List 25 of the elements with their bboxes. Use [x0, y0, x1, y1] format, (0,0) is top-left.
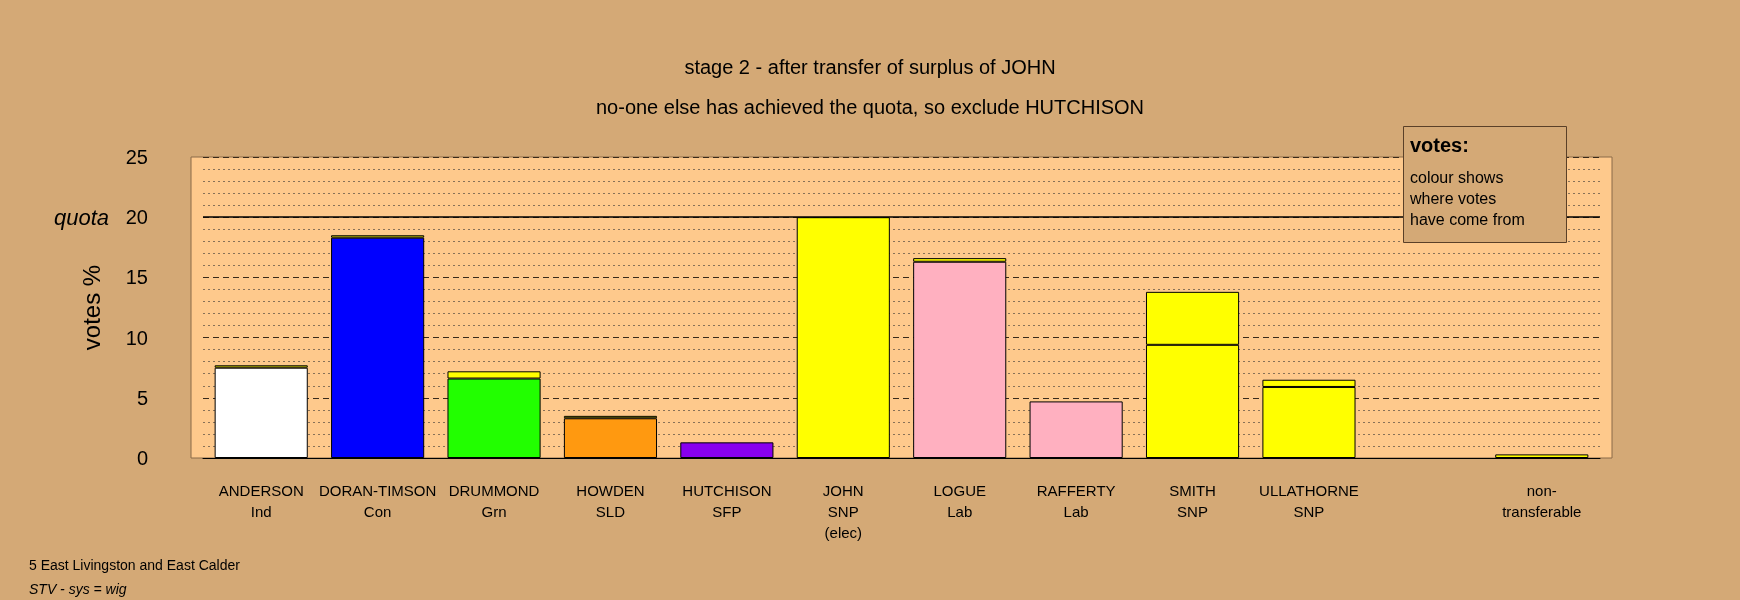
x-tick-label: RAFFERTY Lab — [1036, 482, 1116, 520]
x-tick-label: JOHN SNP (elec) — [822, 482, 864, 541]
x-tick-label: ANDERSON Ind — [218, 482, 304, 520]
x-tick-label: LOGUE Lab — [933, 482, 986, 520]
text: 5 East Livingston and East Calder — [29, 557, 241, 573]
chart-title: stage 2 - after transfer of surplus of JOHN — [684, 56, 1056, 78]
x-tick-label: non- transferable — [1502, 482, 1582, 520]
y-tick-label: 5 — [136, 386, 148, 409]
x-tick-label: ULLATHORNE SNP — [1259, 482, 1359, 520]
chart-subtitle: no-one else has achieved the quota, so exclude HUTCHISON — [595, 96, 1145, 118]
y-tick-label: 0 — [136, 447, 148, 469]
text: STV - sys = wig — [29, 581, 127, 597]
y-tick-label: 20 — [125, 206, 148, 229]
y-tick-label: 10 — [125, 326, 148, 349]
x-tick-label: HUTCHISON SFP — [682, 482, 772, 520]
ref-line-label: quota — [53, 204, 109, 230]
x-tick-label: HOWDEN SLD — [576, 482, 645, 520]
y-axis-title: votes % — [77, 264, 105, 351]
y-tick-label: 15 — [125, 266, 148, 289]
annotation: colour shows where votes have come from — [1409, 169, 1525, 228]
text: votes: — [1410, 134, 1469, 156]
x-tick-label: DRUMMOND Grn — [448, 482, 540, 520]
x-tick-label: SMITH SNP — [1169, 482, 1216, 520]
x-tick-label: DORAN-TIMSON Con — [318, 482, 437, 520]
y-tick-label: 25 — [125, 146, 148, 168]
